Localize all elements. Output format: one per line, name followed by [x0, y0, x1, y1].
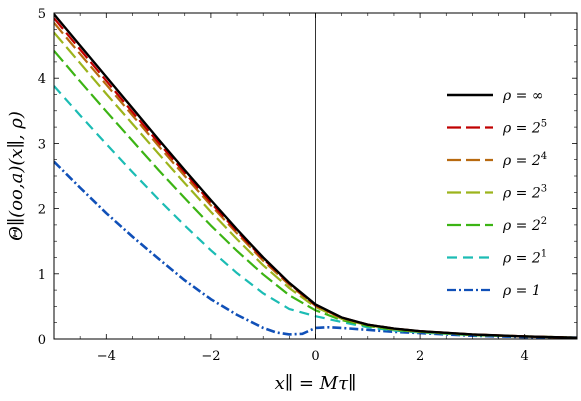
- legend-label: ρ = 24: [502, 151, 547, 169]
- x-tick-label: 0: [311, 349, 319, 364]
- y-tick-label: 4: [38, 72, 46, 87]
- y-axis-label: Θ∥(oo,a)(x∥, ρ): [6, 111, 27, 241]
- y-tick-label: 3: [38, 137, 46, 152]
- axis-ticks: −4 −2 0 2 4 0 1 2 3 4 5: [38, 7, 578, 364]
- legend-label: ρ = ∞: [502, 88, 544, 104]
- x-tick-label: −4: [97, 349, 116, 364]
- series-line: [54, 13, 577, 339]
- x-tick-label: 2: [416, 349, 424, 364]
- x-axis-label-text: x∥ = Mτ∥: [275, 373, 357, 394]
- series-lines: [54, 13, 577, 339]
- legend: ρ = ∞ ρ = 25 ρ = 24 ρ = 23 ρ = 22 ρ = 21 ρ = 1: [447, 88, 547, 299]
- legend-label: ρ = 1: [502, 283, 541, 299]
- legend-label: ρ = 22: [502, 216, 547, 234]
- y-tick-label: 0: [38, 333, 46, 348]
- x-axis-label: x∥ = Mτ∥: [275, 373, 357, 394]
- x-tick-label: 4: [521, 349, 529, 364]
- y-tick-label: 2: [38, 203, 46, 218]
- legend-label: ρ = 21: [502, 249, 547, 267]
- legend-label: ρ = 23: [502, 184, 547, 202]
- series-line: [54, 160, 577, 339]
- y-tick-label: 1: [38, 268, 46, 283]
- y-axis-label-text: Θ∥(oo,a)(x∥, ρ): [6, 111, 27, 241]
- legend-label: ρ = 25: [502, 119, 547, 137]
- x-tick-label: −2: [201, 349, 220, 364]
- y-tick-label: 5: [38, 7, 46, 22]
